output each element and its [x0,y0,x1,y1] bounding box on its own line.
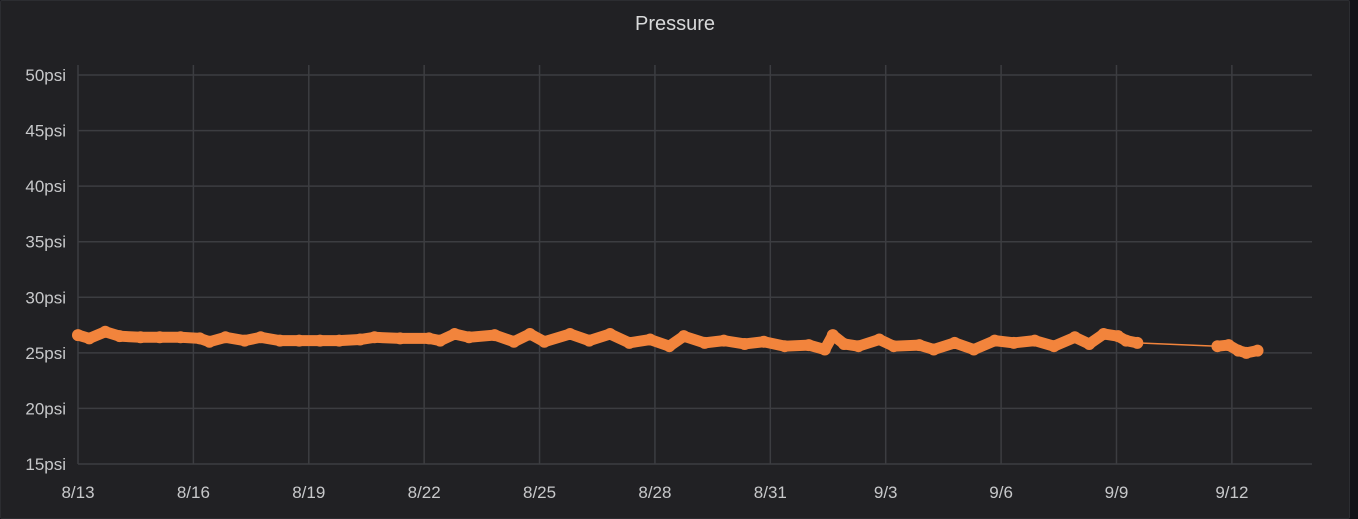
data-point[interactable] [394,332,407,345]
data-point[interactable] [113,330,126,343]
data-point[interactable] [967,343,980,356]
panel-title[interactable]: Pressure [634,13,716,35]
data-point[interactable] [948,336,961,349]
data-point[interactable] [174,331,187,344]
data-point[interactable] [1251,344,1264,357]
data-point[interactable] [354,333,367,346]
data-point[interactable] [927,343,940,356]
data-point[interactable] [778,340,791,353]
x-tick-label: 8/22 [408,483,441,502]
data-point[interactable] [1240,346,1253,359]
data-point[interactable] [1028,334,1041,347]
x-tick-label: 8/19 [292,483,325,502]
x-tick-label: 9/9 [1105,483,1129,502]
x-tick-label: 8/13 [61,483,94,502]
data-point[interactable] [852,340,865,353]
data-point[interactable] [1120,334,1133,347]
data-point[interactable] [72,329,84,342]
y-tick-label: 40psi [25,177,66,196]
data-point[interactable] [623,336,636,349]
data-point[interactable] [422,332,435,345]
y-tick-label: 50psi [25,66,66,85]
data-point[interactable] [873,333,886,346]
data-point[interactable] [1007,336,1020,349]
data-point[interactable] [677,330,690,343]
data-point[interactable] [838,337,851,350]
data-point[interactable] [488,329,501,342]
y-tick-label: 35psi [25,233,66,252]
data-point[interactable] [203,335,216,348]
data-point[interactable] [193,332,206,345]
data-point[interactable] [1083,337,1096,350]
y-tick-label: 25psi [25,344,66,363]
data-point[interactable] [1222,339,1235,352]
data-point[interactable] [583,334,596,347]
data-point[interactable] [1131,336,1144,349]
data-point[interactable] [887,340,900,353]
data-point[interactable] [368,331,381,344]
data-point[interactable] [238,334,251,347]
data-point[interactable] [134,331,147,344]
data-point[interactable] [83,332,96,345]
x-tick-label: 8/16 [177,483,210,502]
y-tick-label: 45psi [25,122,66,141]
data-point[interactable] [293,334,306,347]
x-tick-label: 9/6 [989,483,1013,502]
data-point[interactable] [273,334,286,347]
data-point[interactable] [523,327,536,340]
data-point[interactable] [818,343,831,356]
data-point[interactable] [663,340,676,353]
y-tick-label: 20psi [25,399,66,418]
data-point[interactable] [153,331,166,344]
data-point[interactable] [802,339,815,352]
data-point[interactable] [604,327,617,340]
data-point[interactable] [313,334,326,347]
x-tick-label: 8/25 [523,483,556,502]
data-point[interactable] [1068,331,1081,344]
data-point[interactable] [1211,340,1224,353]
data-point[interactable] [826,329,839,342]
x-tick-label: 8/28 [638,483,671,502]
data-point[interactable] [698,336,711,349]
data-point[interactable] [563,327,576,340]
data-point[interactable] [254,331,267,344]
y-tick-label: 15psi [25,455,66,474]
data-point[interactable] [1097,327,1110,340]
data-point[interactable] [99,325,112,338]
data-point[interactable] [434,334,447,347]
data-point[interactable] [757,335,770,348]
data-point[interactable] [738,337,751,350]
data-point[interactable] [333,334,346,347]
data-point[interactable] [644,333,657,346]
x-tick-label: 9/3 [874,483,898,502]
data-point[interactable] [988,334,1001,347]
data-point[interactable] [219,331,232,344]
data-point[interactable] [448,327,461,340]
x-tick-label: 8/31 [754,483,787,502]
data-point[interactable] [463,331,476,344]
y-tick-label: 30psi [25,288,66,307]
data-point[interactable] [1047,340,1060,353]
data-point[interactable] [538,335,551,348]
data-point[interactable] [913,339,926,352]
data-point[interactable] [717,334,730,347]
data-point[interactable] [507,335,520,348]
x-tick-label: 9/12 [1215,483,1248,502]
